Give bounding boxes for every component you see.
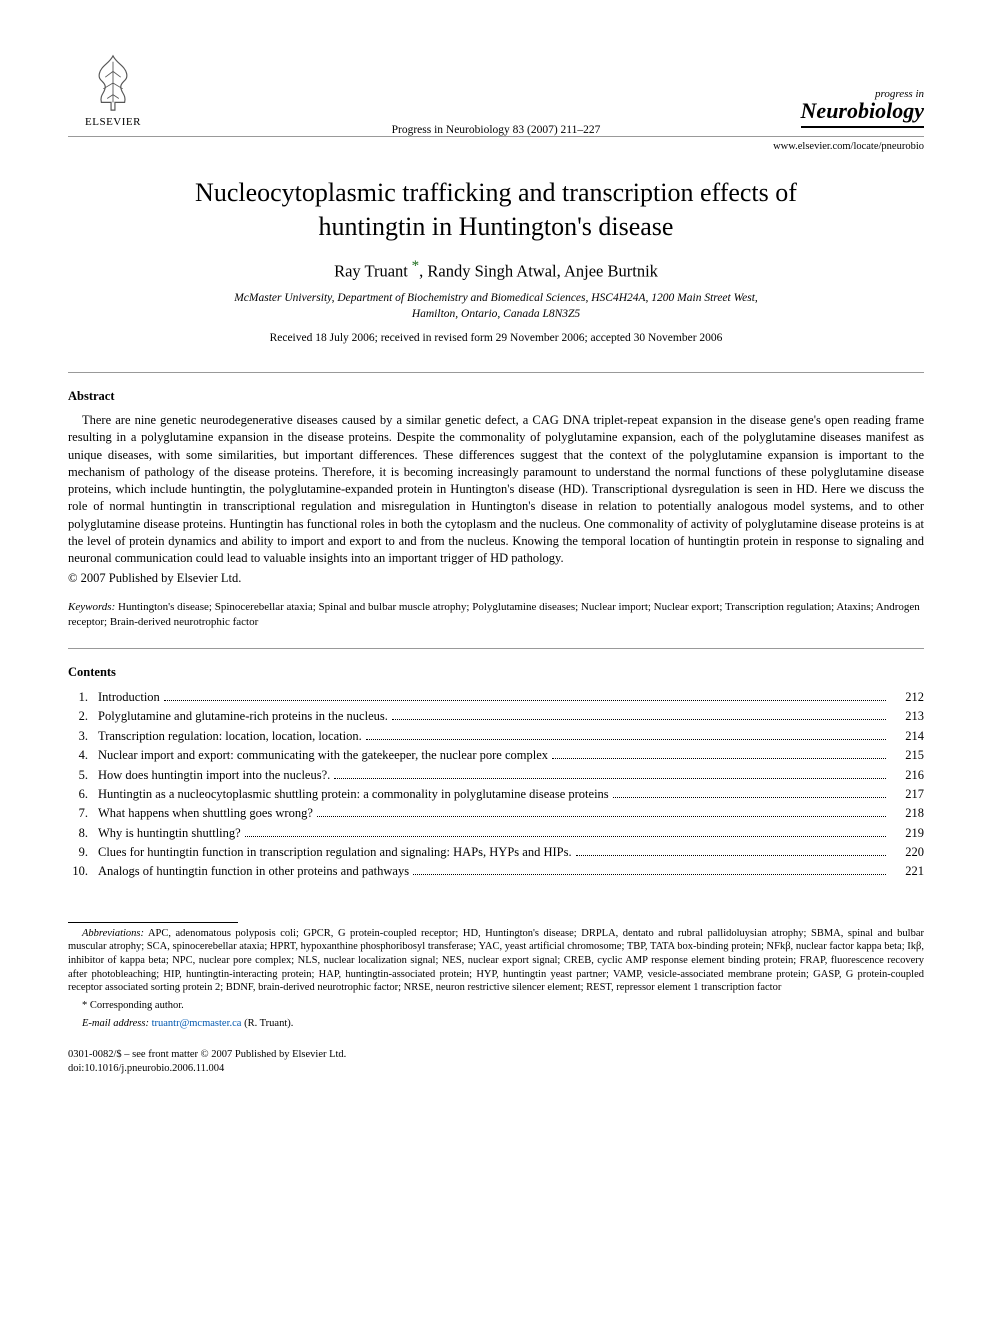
toc-title: Nuclear import and export: communicating… [98, 746, 548, 765]
toc-page: 219 [890, 824, 924, 843]
toc-title: What happens when shuttling goes wrong? [98, 804, 313, 823]
abstract-body: There are nine genetic neurodegenerative… [68, 412, 924, 567]
toc-page: 216 [890, 766, 924, 785]
footer-issn-line: 0301-0082/$ – see front matter © 2007 Pu… [68, 1048, 924, 1062]
page-footer: 0301-0082/$ – see front matter © 2007 Pu… [68, 1048, 924, 1076]
toc-row: 10.Analogs of huntingtin function in oth… [68, 862, 924, 881]
author-list: Ray Truant *, Randy Singh Atwal, Anjee B… [68, 258, 924, 282]
publisher-logo-block: ELSEVIER [68, 52, 158, 128]
toc-row: 5.How does huntingtin import into the nu… [68, 766, 924, 785]
keywords-body: Huntington's disease; Spinocerebellar at… [68, 601, 920, 628]
toc-dots [552, 758, 886, 759]
toc-dots [576, 855, 886, 856]
toc-row: 1.Introduction 212 [68, 688, 924, 707]
toc-title: Polyglutamine and glutamine-rich protein… [98, 707, 388, 726]
toc-num: 7. [68, 804, 98, 823]
rule-above-abstract [68, 372, 924, 373]
toc-page: 214 [890, 727, 924, 746]
corresponding-author-note: * Corresponding author. [68, 999, 924, 1013]
toc-num: 2. [68, 707, 98, 726]
toc-dots [317, 816, 886, 817]
journal-block: progress in Neurobiology [801, 88, 924, 128]
toc-num: 9. [68, 843, 98, 862]
email-label: E-mail address: [82, 1018, 149, 1029]
title-line-1: Nucleocytoplasmic trafficking and transc… [195, 178, 797, 207]
footnotes-block: Abbreviations: APC, adenomatous polyposi… [68, 922, 924, 1030]
toc-title: Analogs of huntingtin function in other … [98, 862, 409, 881]
affiliation-line-2: Hamilton, Ontario, Canada L8N3Z5 [412, 308, 580, 320]
footnote-rule [68, 922, 238, 923]
toc-title: How does huntingtin import into the nucl… [98, 766, 330, 785]
email-note: E-mail address: truantr@mcmaster.ca (R. … [68, 1017, 924, 1031]
journal-url: www.elsevier.com/locate/pneurobio [68, 141, 924, 152]
toc-page: 213 [890, 707, 924, 726]
toc-num: 4. [68, 746, 98, 765]
toc-page: 215 [890, 746, 924, 765]
toc-row: 6.Huntingtin as a nucleocytoplasmic shut… [68, 785, 924, 804]
keywords-label: Keywords: [68, 601, 115, 613]
corresponding-mark-icon: * [408, 258, 419, 274]
contents-label: Contents [68, 665, 924, 680]
toc-num: 8. [68, 824, 98, 843]
title-line-2: huntingtin in Huntington's disease [319, 212, 674, 241]
toc-page: 217 [890, 785, 924, 804]
toc-dots [392, 719, 886, 720]
toc-title: Transcription regulation: location, loca… [98, 727, 362, 746]
toc-row: 9.Clues for huntingtin function in trans… [68, 843, 924, 862]
toc-page: 221 [890, 862, 924, 881]
toc-num: 10. [68, 862, 98, 881]
table-of-contents: 1.Introduction 212 2.Polyglutamine and gl… [68, 688, 924, 882]
toc-row: 7.What happens when shuttling goes wrong… [68, 804, 924, 823]
toc-dots [613, 797, 886, 798]
toc-num: 5. [68, 766, 98, 785]
toc-row: 3.Transcription regulation: location, lo… [68, 727, 924, 746]
toc-title: Why is huntingtin shuttling? [98, 824, 241, 843]
toc-dots [164, 700, 886, 701]
publisher-label: ELSEVIER [85, 116, 141, 128]
toc-row: 8.Why is huntingtin shuttling? 219 [68, 824, 924, 843]
toc-title: Introduction [98, 688, 160, 707]
toc-page: 220 [890, 843, 924, 862]
toc-dots [413, 874, 886, 875]
rule-below-keywords [68, 648, 924, 649]
toc-title: Huntingtin as a nucleocytoplasmic shuttl… [98, 785, 609, 804]
toc-dots [334, 778, 886, 779]
article-title: Nucleocytoplasmic trafficking and transc… [68, 176, 924, 244]
abstract-label: Abstract [68, 389, 924, 404]
email-link[interactable]: truantr@mcmaster.ca [152, 1018, 242, 1029]
copyright-line: © 2007 Published by Elsevier Ltd. [68, 571, 924, 586]
toc-row: 2.Polyglutamine and glutamine-rich prote… [68, 707, 924, 726]
elsevier-tree-icon [82, 52, 144, 114]
toc-page: 218 [890, 804, 924, 823]
affiliation-line-1: McMaster University, Department of Bioch… [234, 292, 758, 304]
footer-doi-line: doi:10.1016/j.pneurobio.2006.11.004 [68, 1062, 924, 1076]
affiliation: McMaster University, Department of Bioch… [68, 291, 924, 322]
article-dates: Received 18 July 2006; received in revis… [68, 332, 924, 344]
toc-title: Clues for huntingtin function in transcr… [98, 843, 572, 862]
abbreviations-body: APC, adenomatous polyposis coli; GPCR, G… [68, 928, 924, 994]
toc-num: 1. [68, 688, 98, 707]
email-attribution: (R. Truant). [241, 1018, 293, 1029]
toc-num: 3. [68, 727, 98, 746]
keywords: Keywords: Huntington's disease; Spinocer… [68, 600, 924, 630]
journal-name: Neurobiology [801, 98, 924, 128]
citation-line: Progress in Neurobiology 83 (2007) 211–2… [68, 124, 924, 136]
abbreviations-note: Abbreviations: APC, adenomatous polyposi… [68, 927, 924, 995]
toc-page: 212 [890, 688, 924, 707]
abbreviations-label: Abbreviations: [82, 928, 144, 939]
toc-num: 6. [68, 785, 98, 804]
toc-dots [245, 836, 886, 837]
toc-row: 4.Nuclear import and export: communicati… [68, 746, 924, 765]
toc-dots [366, 739, 886, 740]
